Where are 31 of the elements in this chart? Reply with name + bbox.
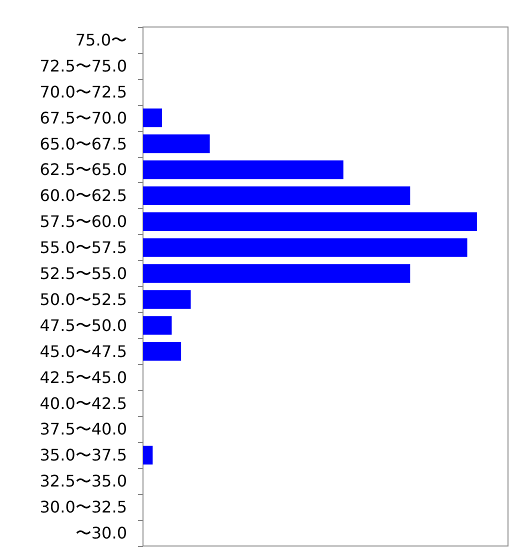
y-tick-label: 75.0〜: [75, 30, 127, 50]
bar: [143, 186, 410, 206]
y-tick-label: 37.5〜40.0: [40, 420, 127, 439]
bar: [143, 264, 410, 283]
y-tick-label: 62.5〜65.0: [40, 160, 127, 180]
bar: [143, 290, 191, 309]
y-tick-label: 42.5〜45.0: [40, 368, 127, 387]
y-tick-label: 45.0〜47.5: [40, 342, 127, 361]
y-tick-label: 50.0〜52.5: [40, 290, 127, 309]
y-tick-label: 65.0〜67.5: [40, 134, 127, 154]
y-tick-label: 67.5〜70.0: [40, 108, 127, 128]
y-tick-label: 32.5〜35.0: [40, 472, 127, 491]
bar: [143, 108, 162, 128]
y-tick-label: 30.0〜32.5: [40, 498, 127, 517]
y-tick-label: 52.5〜55.0: [40, 264, 127, 284]
bar: [143, 316, 172, 335]
bar: [143, 342, 182, 361]
bar: [143, 134, 210, 154]
y-tick-label: 72.5〜75.0: [40, 56, 127, 76]
y-tick-label: 40.0〜42.5: [40, 394, 127, 413]
y-tick-label: 〜30.0: [75, 524, 127, 543]
y-tick-label: 55.0〜57.5: [40, 238, 127, 258]
y-tick-label: 60.0〜62.5: [40, 186, 127, 206]
y-tick-label: 47.5〜50.0: [40, 316, 127, 335]
y-tick-label: 57.5〜60.0: [40, 212, 127, 232]
bar: [143, 238, 468, 257]
bar: [143, 160, 344, 180]
y-tick-label: 70.0〜72.5: [40, 82, 127, 102]
bar: [143, 446, 153, 465]
bar: [143, 212, 477, 231]
y-tick-label: 35.0〜37.5: [40, 446, 127, 465]
